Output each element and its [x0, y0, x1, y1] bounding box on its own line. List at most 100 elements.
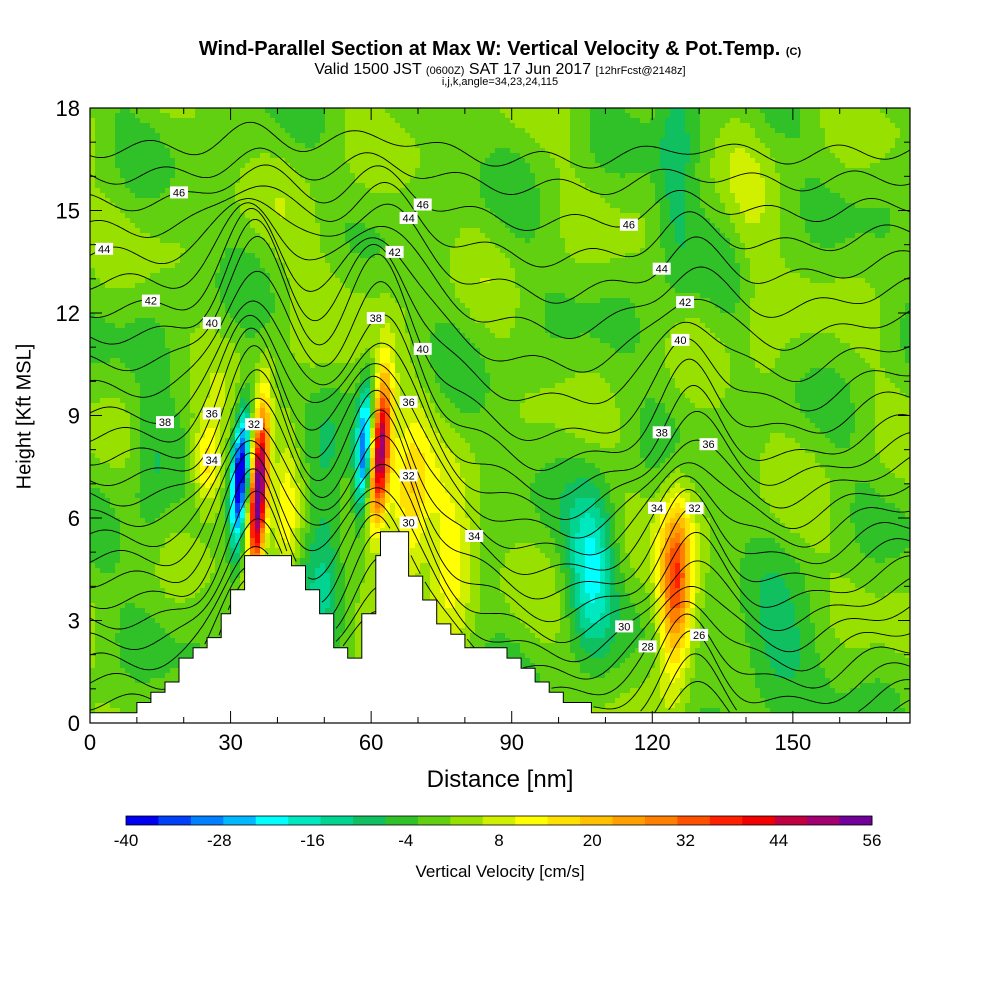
w-cell [225, 333, 231, 339]
w-cell [145, 608, 151, 614]
w-cell [140, 428, 146, 434]
w-cell [200, 148, 206, 154]
w-cell [165, 238, 171, 244]
w-cell [160, 213, 166, 219]
w-cell [105, 218, 111, 224]
w-cell [205, 538, 211, 544]
w-cell [255, 503, 261, 509]
w-cell [120, 288, 126, 294]
w-cell [210, 148, 216, 154]
w-cell [150, 318, 156, 324]
w-cell [250, 468, 256, 474]
w-cell [95, 258, 101, 264]
w-cell [95, 288, 101, 294]
w-cell [135, 538, 141, 544]
w-cell [165, 473, 171, 479]
w-cell [155, 143, 161, 149]
w-cell [260, 413, 266, 419]
w-cell [110, 628, 116, 634]
w-cell [115, 613, 121, 619]
w-cell [105, 478, 111, 484]
w-cell [140, 418, 146, 424]
w-cell [175, 578, 181, 584]
w-cell [170, 128, 176, 134]
w-cell [205, 403, 211, 409]
w-cell [190, 423, 196, 429]
w-cell [130, 413, 136, 419]
w-cell [275, 368, 281, 374]
w-cell [180, 388, 186, 394]
w-cell [175, 228, 181, 234]
w-cell [115, 638, 121, 644]
w-cell [195, 253, 201, 259]
w-cell [145, 383, 151, 389]
w-cell [265, 128, 271, 134]
w-cell [170, 373, 176, 379]
w-cell [265, 373, 271, 379]
w-cell [170, 663, 176, 669]
w-cell [180, 478, 186, 484]
w-cell [105, 153, 111, 159]
w-cell [210, 123, 216, 129]
w-cell [145, 673, 151, 679]
w-cell [220, 293, 226, 299]
w-cell [170, 643, 176, 649]
w-cell [145, 503, 151, 509]
w-cell [245, 378, 251, 384]
w-cell [290, 128, 296, 134]
w-cell [105, 433, 111, 439]
w-cell [125, 413, 131, 419]
w-cell [95, 708, 101, 714]
w-cell [285, 303, 291, 309]
w-cell [150, 513, 156, 519]
w-cell [120, 488, 126, 494]
w-cell [150, 573, 156, 579]
w-cell [285, 113, 291, 119]
w-cell [205, 213, 211, 219]
w-cell [270, 313, 276, 319]
w-cell [125, 408, 131, 414]
w-cell [215, 583, 221, 589]
w-cell [95, 483, 101, 489]
w-cell [240, 463, 246, 469]
w-cell [190, 168, 196, 174]
w-cell [130, 453, 136, 459]
w-cell [270, 343, 276, 349]
w-cell [200, 488, 206, 494]
w-cell [185, 503, 191, 509]
w-cell [125, 438, 131, 444]
w-cell [120, 493, 126, 499]
w-cell [110, 578, 116, 584]
w-cell [275, 228, 281, 234]
w-cell [90, 588, 96, 594]
w-cell [145, 133, 151, 139]
w-cell [150, 108, 156, 114]
w-cell [160, 243, 166, 249]
w-cell [135, 353, 141, 359]
w-cell [205, 528, 211, 534]
w-cell [100, 473, 106, 479]
w-cell [135, 333, 141, 339]
w-cell [135, 318, 141, 324]
w-cell [95, 143, 101, 149]
w-cell [240, 223, 246, 229]
w-cell [220, 258, 226, 264]
w-cell [115, 693, 121, 699]
w-cell [265, 473, 271, 479]
w-cell [250, 523, 256, 529]
chart-params: i,j,k,angle=34,23,24,115 [0, 76, 1000, 88]
w-cell [260, 168, 266, 174]
w-cell [260, 378, 266, 384]
w-cell [280, 428, 286, 434]
w-cell [190, 128, 196, 134]
w-cell [285, 283, 291, 289]
w-cell [95, 203, 101, 209]
w-cell [135, 363, 141, 369]
w-cell [235, 303, 241, 309]
w-cell [115, 648, 121, 654]
w-cell [205, 198, 211, 204]
w-cell [160, 313, 166, 319]
w-cell [140, 343, 146, 349]
w-cell [220, 418, 226, 424]
w-cell [200, 418, 206, 424]
